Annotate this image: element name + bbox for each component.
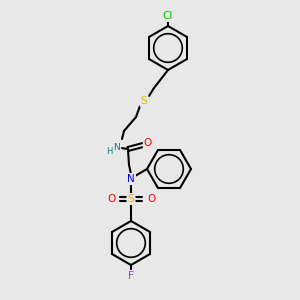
Text: O: O bbox=[144, 138, 152, 148]
Text: S: S bbox=[141, 96, 147, 106]
Text: N: N bbox=[114, 142, 120, 152]
Text: O: O bbox=[107, 194, 115, 204]
Text: N: N bbox=[127, 174, 135, 184]
Text: F: F bbox=[128, 271, 134, 281]
Text: S: S bbox=[128, 194, 134, 204]
Text: O: O bbox=[147, 194, 155, 204]
Text: H: H bbox=[106, 146, 112, 155]
Text: Cl: Cl bbox=[163, 11, 173, 21]
